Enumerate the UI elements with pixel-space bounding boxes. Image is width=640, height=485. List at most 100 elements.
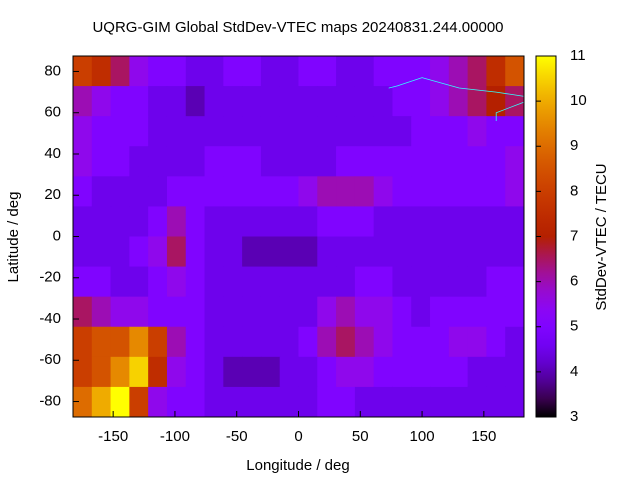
x-tick-label: 150 bbox=[471, 428, 496, 445]
heatmap-cell bbox=[467, 356, 487, 388]
heatmap-cell bbox=[242, 236, 262, 268]
heatmap-cell bbox=[129, 386, 149, 418]
heatmap-cell bbox=[298, 206, 318, 237]
heatmap-cell bbox=[110, 296, 130, 328]
y-axis-label: Latitude / deg bbox=[5, 192, 22, 283]
heatmap-cell bbox=[204, 206, 224, 237]
heatmap-cell bbox=[185, 206, 206, 237]
heatmap-cell bbox=[411, 56, 431, 87]
heatmap-cell bbox=[279, 356, 299, 388]
heatmap-cell bbox=[204, 236, 224, 268]
x-tick-label: -50 bbox=[226, 428, 248, 445]
heatmap-cell bbox=[73, 116, 93, 147]
heatmap-cell bbox=[336, 116, 356, 147]
heatmap-cell bbox=[73, 356, 93, 388]
heatmap-cell bbox=[467, 326, 487, 358]
heatmap-cell bbox=[317, 356, 337, 388]
heatmap-cell bbox=[317, 86, 337, 117]
heatmap-cell bbox=[467, 176, 487, 207]
heatmap-cell bbox=[373, 56, 393, 87]
heatmap-cell bbox=[354, 386, 375, 418]
heatmap-cell bbox=[166, 356, 187, 388]
heatmap-cell bbox=[204, 146, 224, 177]
heatmap-cell bbox=[467, 386, 487, 418]
colorbar-tick-label: 11 bbox=[570, 47, 586, 64]
heatmap-cell bbox=[223, 206, 243, 237]
heatmap-cell bbox=[129, 296, 149, 328]
heatmap-cell bbox=[110, 266, 130, 298]
heatmap-cell bbox=[110, 326, 130, 358]
heatmap-cell bbox=[110, 236, 130, 268]
heatmap-cell bbox=[336, 386, 356, 418]
heatmap-cell bbox=[223, 86, 243, 117]
heatmap-cell bbox=[260, 206, 281, 237]
heatmap-cell bbox=[166, 116, 187, 147]
heatmap-cell bbox=[204, 266, 224, 298]
colorbar-tick-label: 6 bbox=[570, 273, 578, 290]
heatmap-cell bbox=[411, 236, 431, 268]
heatmap-cell bbox=[279, 86, 299, 117]
heatmap-cell bbox=[148, 86, 168, 117]
heatmap-cell bbox=[279, 296, 299, 328]
heatmap-cell bbox=[91, 176, 112, 207]
heatmap-cell bbox=[430, 206, 450, 237]
colorbar-tick-label: 5 bbox=[570, 318, 578, 335]
heatmap-cell bbox=[298, 236, 318, 268]
heatmap-cell bbox=[298, 326, 318, 358]
heatmap-cell bbox=[486, 56, 506, 87]
heatmap-cell bbox=[336, 296, 356, 328]
heatmap-cell bbox=[317, 116, 337, 147]
heatmap-cell bbox=[129, 86, 149, 117]
heatmap-cell bbox=[73, 296, 93, 328]
heatmap-cell bbox=[279, 236, 299, 268]
heatmap-cell bbox=[242, 266, 262, 298]
heatmap-cell bbox=[91, 86, 112, 117]
heatmap-cell bbox=[430, 56, 450, 87]
heatmap-cell bbox=[430, 296, 450, 328]
heatmap-cell bbox=[486, 86, 506, 117]
heatmap-cell bbox=[411, 86, 431, 117]
heatmap-cell bbox=[486, 266, 506, 298]
heatmap-cell bbox=[279, 386, 299, 418]
heatmap-cell bbox=[110, 176, 130, 207]
heatmap-cell bbox=[317, 236, 337, 268]
heatmap-cell bbox=[260, 116, 281, 147]
y-tick-label: 40 bbox=[44, 145, 61, 162]
heatmap-cell bbox=[448, 116, 469, 147]
heatmap-cell bbox=[392, 356, 412, 388]
heatmap-cell bbox=[411, 356, 431, 388]
heatmap-cell bbox=[336, 326, 356, 358]
heatmap-cell bbox=[467, 146, 487, 177]
heatmap-cell bbox=[242, 206, 262, 237]
heatmap-cell bbox=[260, 146, 281, 177]
heatmap-cell bbox=[486, 326, 506, 358]
heatmap-cell bbox=[392, 56, 412, 87]
heatmap-cell bbox=[336, 266, 356, 298]
heatmap-cell bbox=[336, 176, 356, 207]
heatmap-cell bbox=[336, 86, 356, 117]
heatmap-cell bbox=[223, 236, 243, 268]
heatmap-cell bbox=[430, 146, 450, 177]
heatmap-cell bbox=[392, 146, 412, 177]
heatmap-cell bbox=[373, 326, 393, 358]
heatmap-cell bbox=[166, 56, 187, 87]
heatmap-cell bbox=[204, 86, 224, 117]
colorbar-tick-label: 4 bbox=[570, 363, 578, 380]
heatmap-cell bbox=[448, 176, 469, 207]
heatmap-cell bbox=[148, 206, 168, 237]
heatmap-cell bbox=[486, 146, 506, 177]
heatmap-cell bbox=[354, 86, 375, 117]
heatmap-cell bbox=[317, 296, 337, 328]
heatmap-cell bbox=[110, 146, 130, 177]
heatmap-cell bbox=[448, 86, 469, 117]
heatmap-cell bbox=[430, 386, 450, 418]
heatmap-cell bbox=[279, 146, 299, 177]
heatmap-cell bbox=[392, 386, 412, 418]
heatmap-cell bbox=[486, 236, 506, 268]
heatmap-cell bbox=[185, 146, 206, 177]
heatmap-cell bbox=[148, 326, 168, 358]
heatmap-cell bbox=[110, 56, 130, 87]
heatmap-cell bbox=[73, 326, 93, 358]
heatmap-cell bbox=[242, 326, 262, 358]
heatmap-cell bbox=[373, 176, 393, 207]
